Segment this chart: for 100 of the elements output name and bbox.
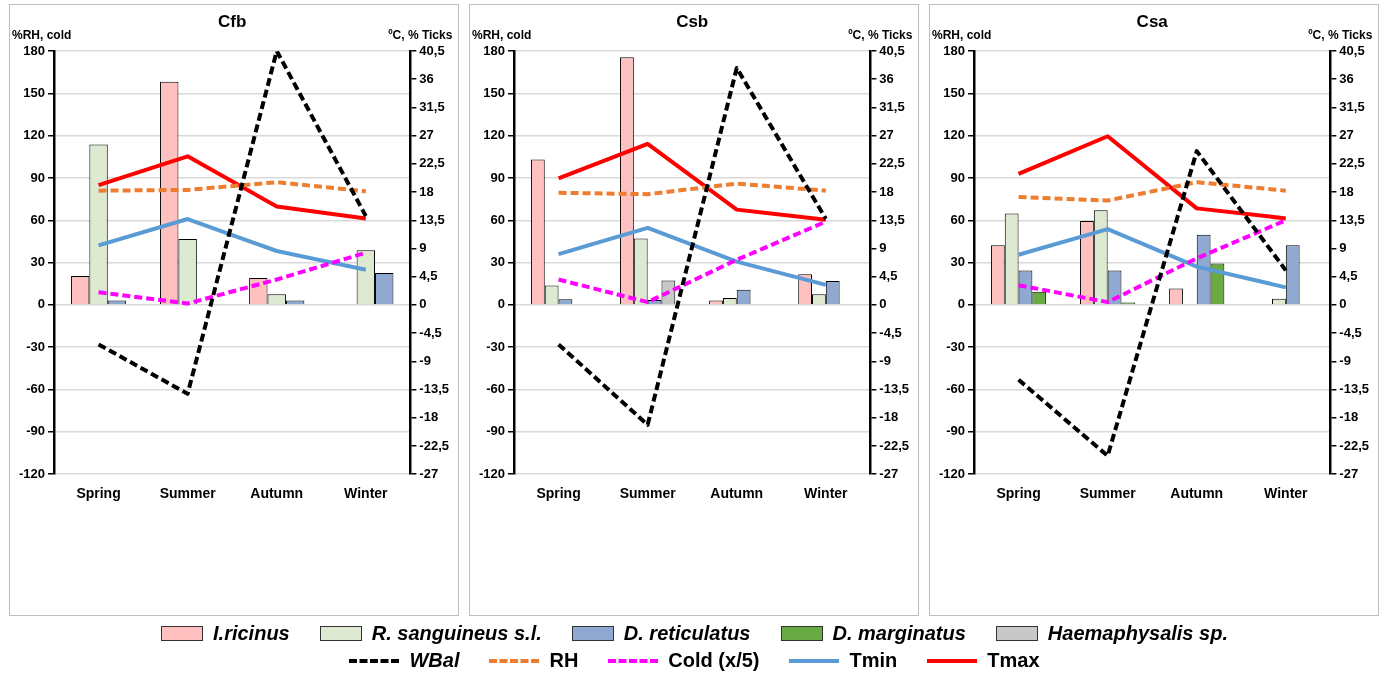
y2-tick-label: 4,5 bbox=[1339, 268, 1358, 284]
y2-tick-label: 36 bbox=[879, 70, 894, 86]
y2-tick-label: 40,5 bbox=[419, 42, 445, 58]
y2-tick-label: -13,5 bbox=[419, 381, 450, 397]
x-tick-label: Autumn bbox=[710, 485, 764, 502]
y2-tick-label: 31,5 bbox=[1339, 99, 1365, 114]
x-tick-label: Spring bbox=[536, 485, 581, 502]
y2-tick-label: 22,5 bbox=[879, 155, 905, 171]
x-tick-label: Summer bbox=[159, 485, 217, 502]
y2-tick-label: 4,5 bbox=[419, 268, 438, 284]
y-tick-label: 0 bbox=[497, 296, 506, 312]
legend-label: D. marginatus bbox=[831, 622, 966, 645]
y2-tick-label: 22,5 bbox=[1339, 155, 1365, 171]
y2-tick-label: 9 bbox=[1339, 240, 1347, 256]
y-tick-label: -60 bbox=[486, 381, 506, 397]
y2-tick-label: 4,5 bbox=[879, 268, 898, 284]
y2-tick-label: 0 bbox=[419, 296, 427, 312]
y-axis-title: %RH, cold bbox=[932, 28, 992, 42]
y2-tick-label: -4,5 bbox=[419, 324, 442, 340]
y2-tick-label: -9 bbox=[879, 352, 891, 368]
y-tick-label: 90 bbox=[30, 169, 46, 185]
x-tick-label: Winter bbox=[1264, 485, 1309, 502]
y-tick-label: -90 bbox=[486, 423, 506, 439]
y-tick-label: 180 bbox=[23, 42, 46, 58]
y2-tick-label: 27 bbox=[879, 127, 894, 143]
y2-tick-label: 36 bbox=[419, 70, 434, 86]
legend-label: I.ricinus bbox=[212, 622, 290, 645]
y-tick-label: 150 bbox=[483, 84, 506, 100]
y-tick-label: 90 bbox=[950, 169, 966, 185]
y-tick-label: 150 bbox=[23, 84, 46, 100]
chart-title: Cfb bbox=[218, 12, 247, 31]
y-tick-label: 0 bbox=[37, 296, 46, 312]
y2-tick-label: -9 bbox=[1339, 352, 1351, 368]
y2-tick-label: -18 bbox=[419, 409, 439, 425]
x-tick-label: Winter bbox=[344, 485, 389, 502]
y2-tick-label: -4,5 bbox=[1339, 324, 1362, 340]
y2-tick-label: -22,5 bbox=[879, 437, 910, 453]
y-tick-label: -30 bbox=[26, 338, 46, 354]
legend-label: R. sanguineus s.l. bbox=[370, 622, 542, 645]
y2-tick-label: 9 bbox=[879, 240, 887, 256]
y2-tick-label: 0 bbox=[879, 296, 887, 312]
x-tick-label: Summer bbox=[1079, 485, 1137, 502]
y2-tick-label: 40,5 bbox=[1339, 42, 1365, 58]
y-axis-title: %RH, cold bbox=[12, 28, 72, 42]
y2-tick-label: 18 bbox=[419, 183, 434, 199]
y-tick-label: 120 bbox=[23, 127, 46, 143]
y-tick-label: -90 bbox=[26, 423, 46, 439]
x-tick-label: Spring bbox=[996, 485, 1041, 502]
y2-tick-label: -13,5 bbox=[1339, 381, 1370, 397]
y2-tick-label: 40,5 bbox=[879, 42, 905, 58]
y2-tick-label: 27 bbox=[419, 127, 434, 143]
y-tick-label: -30 bbox=[486, 338, 506, 354]
chart-title: Csb bbox=[676, 12, 709, 31]
y2-tick-label: 9 bbox=[419, 240, 427, 256]
x-tick-label: Autumn bbox=[250, 485, 304, 502]
y2-tick-label: 18 bbox=[1339, 183, 1354, 199]
y-tick-label: -120 bbox=[938, 465, 966, 481]
y-tick-label: -30 bbox=[946, 338, 966, 354]
legend-label: Cold (x/5) bbox=[667, 649, 760, 672]
y2-tick-label: 27 bbox=[1339, 127, 1354, 143]
y2-axis-title: ºC, % Ticks bbox=[1308, 28, 1373, 42]
line-series bbox=[96, 180, 368, 194]
y2-tick-label: -27 bbox=[1339, 465, 1359, 481]
legend-label: Haemaphysalis sp. bbox=[1046, 622, 1228, 645]
y-tick-label: -90 bbox=[946, 423, 966, 439]
y-tick-label: -120 bbox=[478, 465, 506, 481]
y2-tick-label: -9 bbox=[419, 352, 431, 368]
y2-tick-label: 31,5 bbox=[879, 99, 905, 114]
y2-tick-label: 31,5 bbox=[419, 99, 445, 114]
y-tick-label: 30 bbox=[950, 254, 966, 270]
y2-tick-label: -13,5 bbox=[879, 381, 910, 397]
y2-tick-label: -27 bbox=[419, 465, 439, 481]
legend-label: D. reticulatus bbox=[622, 622, 751, 645]
x-tick-label: Autumn bbox=[1170, 485, 1224, 502]
y-tick-label: 120 bbox=[943, 127, 966, 143]
y-tick-label: 150 bbox=[943, 84, 966, 100]
line-series bbox=[556, 65, 828, 427]
y-tick-label: -60 bbox=[26, 381, 46, 397]
y-axis-title: %RH, cold bbox=[472, 28, 532, 42]
y2-tick-label: 36 bbox=[1339, 70, 1354, 86]
y2-tick-label: -18 bbox=[1339, 409, 1359, 425]
line-series bbox=[1016, 180, 1288, 203]
y2-tick-label: 22,5 bbox=[419, 155, 445, 171]
legend-label: Tmin bbox=[848, 649, 898, 672]
y2-tick-label: 13,5 bbox=[419, 211, 445, 227]
legend-label: Tmax bbox=[986, 649, 1040, 672]
y-tick-label: 60 bbox=[490, 211, 506, 227]
y2-tick-label: 13,5 bbox=[1339, 211, 1365, 227]
line-series bbox=[1016, 149, 1288, 458]
x-tick-label: Winter bbox=[804, 485, 849, 502]
y-tick-label: 90 bbox=[490, 169, 506, 185]
x-tick-label: Summer bbox=[619, 485, 677, 502]
y-tick-label: -120 bbox=[18, 465, 46, 481]
y-tick-label: 120 bbox=[483, 127, 506, 143]
y2-tick-label: -22,5 bbox=[1339, 437, 1370, 453]
y-tick-label: 180 bbox=[483, 42, 506, 58]
y-tick-label: 30 bbox=[30, 254, 46, 270]
y2-tick-label: 0 bbox=[1339, 296, 1347, 312]
y2-tick-label: 18 bbox=[879, 183, 894, 199]
y2-tick-label: -27 bbox=[879, 465, 899, 481]
